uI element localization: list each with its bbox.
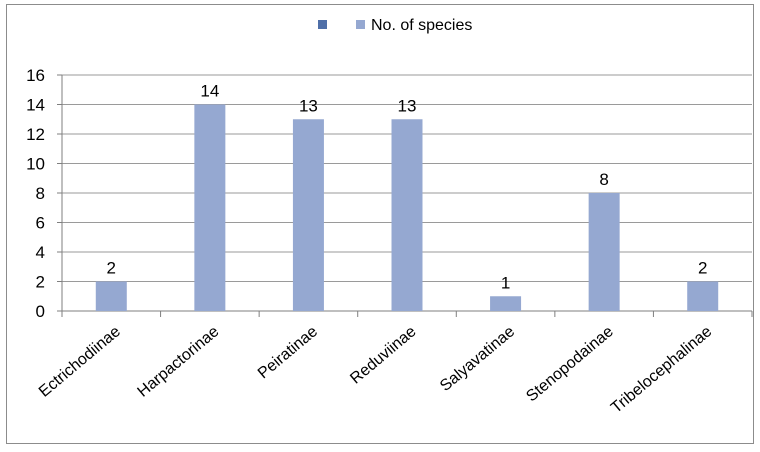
bars [95,104,719,311]
data-label: 13 [398,96,417,115]
bar-reduviinae [391,119,423,311]
y-tick-label: 8 [36,184,45,203]
data-label: 13 [299,96,318,115]
y-tick-label: 14 [26,96,45,115]
x-tick-label: Salyavatinae [437,323,518,395]
bar-peiratinae [292,119,324,311]
x-tick-label: Stenopodainae [523,323,616,405]
y-tick-label: 12 [26,125,45,144]
bar-harpactorinae [194,104,226,311]
data-label: 1 [501,273,510,292]
data-label: 2 [698,259,707,278]
data-label: 2 [107,259,116,278]
legend: No. of species [318,17,472,34]
x-tick-label: Tribelocephalinae [608,323,715,417]
y-tick-label: 0 [36,302,45,321]
bar-tribelocephalinae [687,281,719,311]
bar-ectrichodiinae [95,281,127,311]
data-label: 8 [599,170,608,189]
data-label: 14 [200,82,219,101]
x-tick-label: Harpactorinae [135,323,223,401]
x-tick-label: Reduviinae [347,323,419,388]
y-tick-label: 2 [36,273,45,292]
y-tick-label: 6 [36,214,45,233]
legend-label: No. of species [371,17,472,34]
bar-stenopodainae [588,193,620,311]
x-tick-label: Ectrichodiinae [36,323,124,401]
chart-frame [6,4,754,444]
legend-swatch-series [356,20,365,29]
legend-swatch-dark [318,20,327,29]
y-tick-label: 4 [36,243,45,262]
y-tick-label: 10 [26,155,45,174]
y-tick-label: 16 [26,66,45,85]
x-tick-label: Peiratinae [255,323,321,382]
bar-salyavatinae [490,296,522,311]
